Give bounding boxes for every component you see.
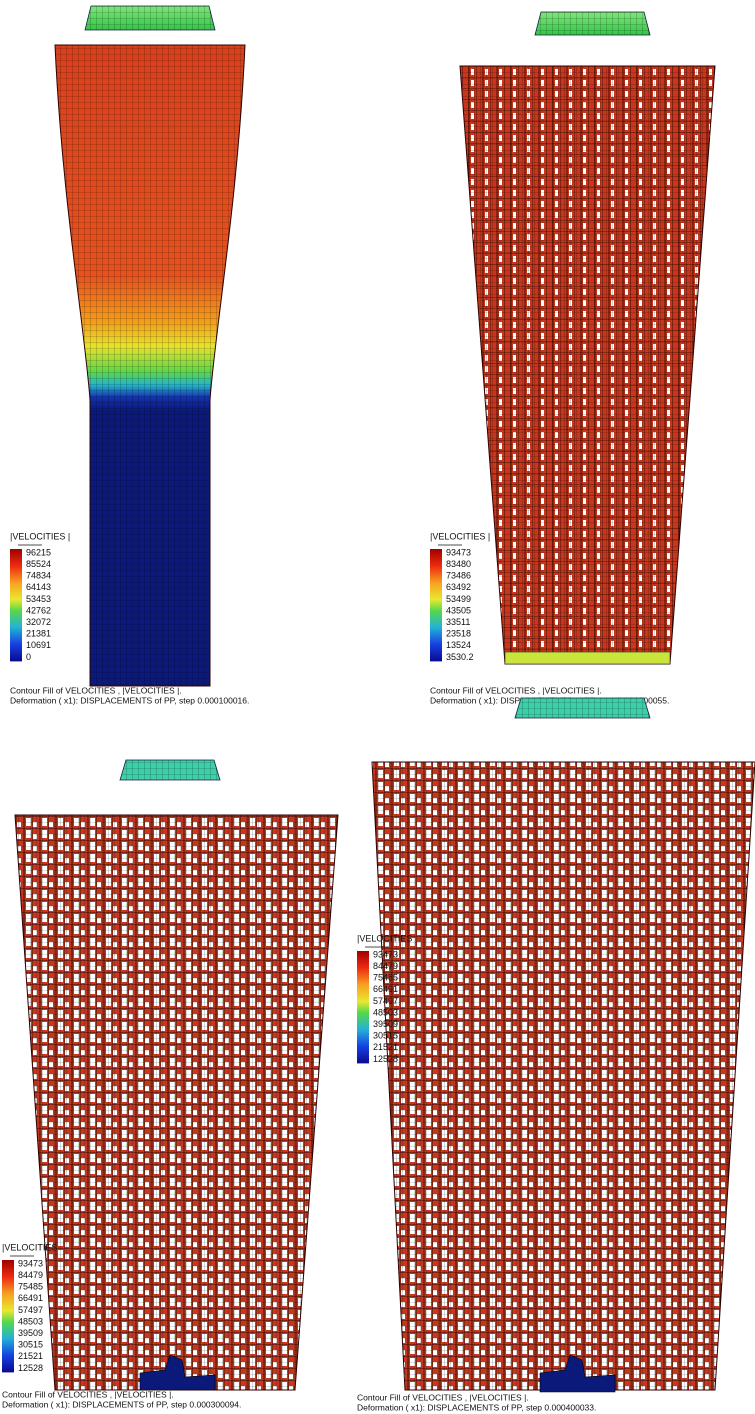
legend-colorbar [2,1260,14,1372]
legend-value: 39509 [373,1019,398,1029]
legend-value: 39509 [18,1328,43,1338]
legend-value: 66491 [373,984,398,994]
legend-value: 43505 [446,605,471,615]
legend-value: 21521 [18,1351,43,1361]
projectile-mesh [372,762,755,1390]
legend-value: 64143 [26,582,51,592]
legend-value: 10691 [26,640,51,650]
legend-value: 13524 [446,640,471,650]
projectile-mesh [15,815,338,1390]
legend-title: |VELOCITIES | [10,531,70,541]
legend-value: 73486 [446,571,471,581]
legend-value: 33511 [446,617,470,627]
legend-value: 63492 [446,582,471,592]
caption: Deformation ( x1): DISPLACEMENTS of PP, … [10,695,249,705]
legend-value: 57497 [18,1305,43,1315]
legend-value: 32072 [26,617,51,627]
legend-value: 93473 [18,1258,43,1268]
legend-value: 66491 [18,1293,43,1303]
caption: Contour Fill of VELOCITIES , |VELOCITIES… [10,685,182,695]
legend-value: 96215 [26,547,51,557]
legend-title: |VELOCITIES [2,1242,57,1252]
impactor-mesh [120,760,220,780]
legend-value: 75485 [18,1282,43,1292]
legend-value: 53499 [446,594,471,604]
legend-title: |VELOCITIES [357,933,412,943]
projectile-mesh [55,45,245,686]
impactor-mesh [85,6,215,30]
legend-value: 12528 [373,1054,398,1064]
caption: Deformation ( x1): DISPLACEMENTS of PP, … [2,1399,241,1409]
caption: Contour Fill of VELOCITIES , |VELOCITIES… [357,1392,529,1402]
legend-value: 84479 [373,961,398,971]
legend-value: 3530.2 [446,652,474,662]
legend-value: 21381 [26,629,51,639]
legend-value: 57497 [373,996,398,1006]
impactor-mesh [535,12,650,35]
legend-value: 30515 [18,1340,43,1350]
legend-value: 53453 [26,594,51,604]
legend-colorbar [430,549,442,661]
legend-value: 85524 [26,559,51,569]
legend-value: 48503 [373,1007,398,1017]
legend-value: 93473 [373,949,398,959]
legend-title: |VELOCITIES | [430,531,490,541]
legend-value: 74834 [26,571,51,581]
legend-value: 30515 [373,1031,398,1041]
legend-value: 42762 [26,605,51,615]
caption: Contour Fill of VELOCITIES , |VELOCITIES… [2,1389,174,1399]
legend-value: 21521 [373,1042,398,1052]
caption: Deformation ( x1): DISPLACEMENTS of PP, … [357,1402,596,1412]
legend-colorbar [10,549,22,661]
legend-value: 93473 [446,547,471,557]
impactor-mesh [515,698,650,718]
legend-value: 83480 [446,559,471,569]
legend-value: 84479 [18,1270,43,1280]
simulation-figure: |VELOCITIES | 96215 85524 7483464143 5345342… [0,0,755,1414]
legend-colorbar [357,951,369,1063]
legend-value: 75485 [373,973,398,983]
caption: Contour Fill of VELOCITIES , |VELOCITIES… [430,685,602,695]
legend-value: 12528 [18,1363,43,1373]
projectile-mesh [460,66,715,664]
legend-value: 48503 [18,1316,43,1326]
contact-band [505,652,670,664]
legend-value: 23518 [446,629,471,639]
legend-value: 0 [26,652,31,662]
